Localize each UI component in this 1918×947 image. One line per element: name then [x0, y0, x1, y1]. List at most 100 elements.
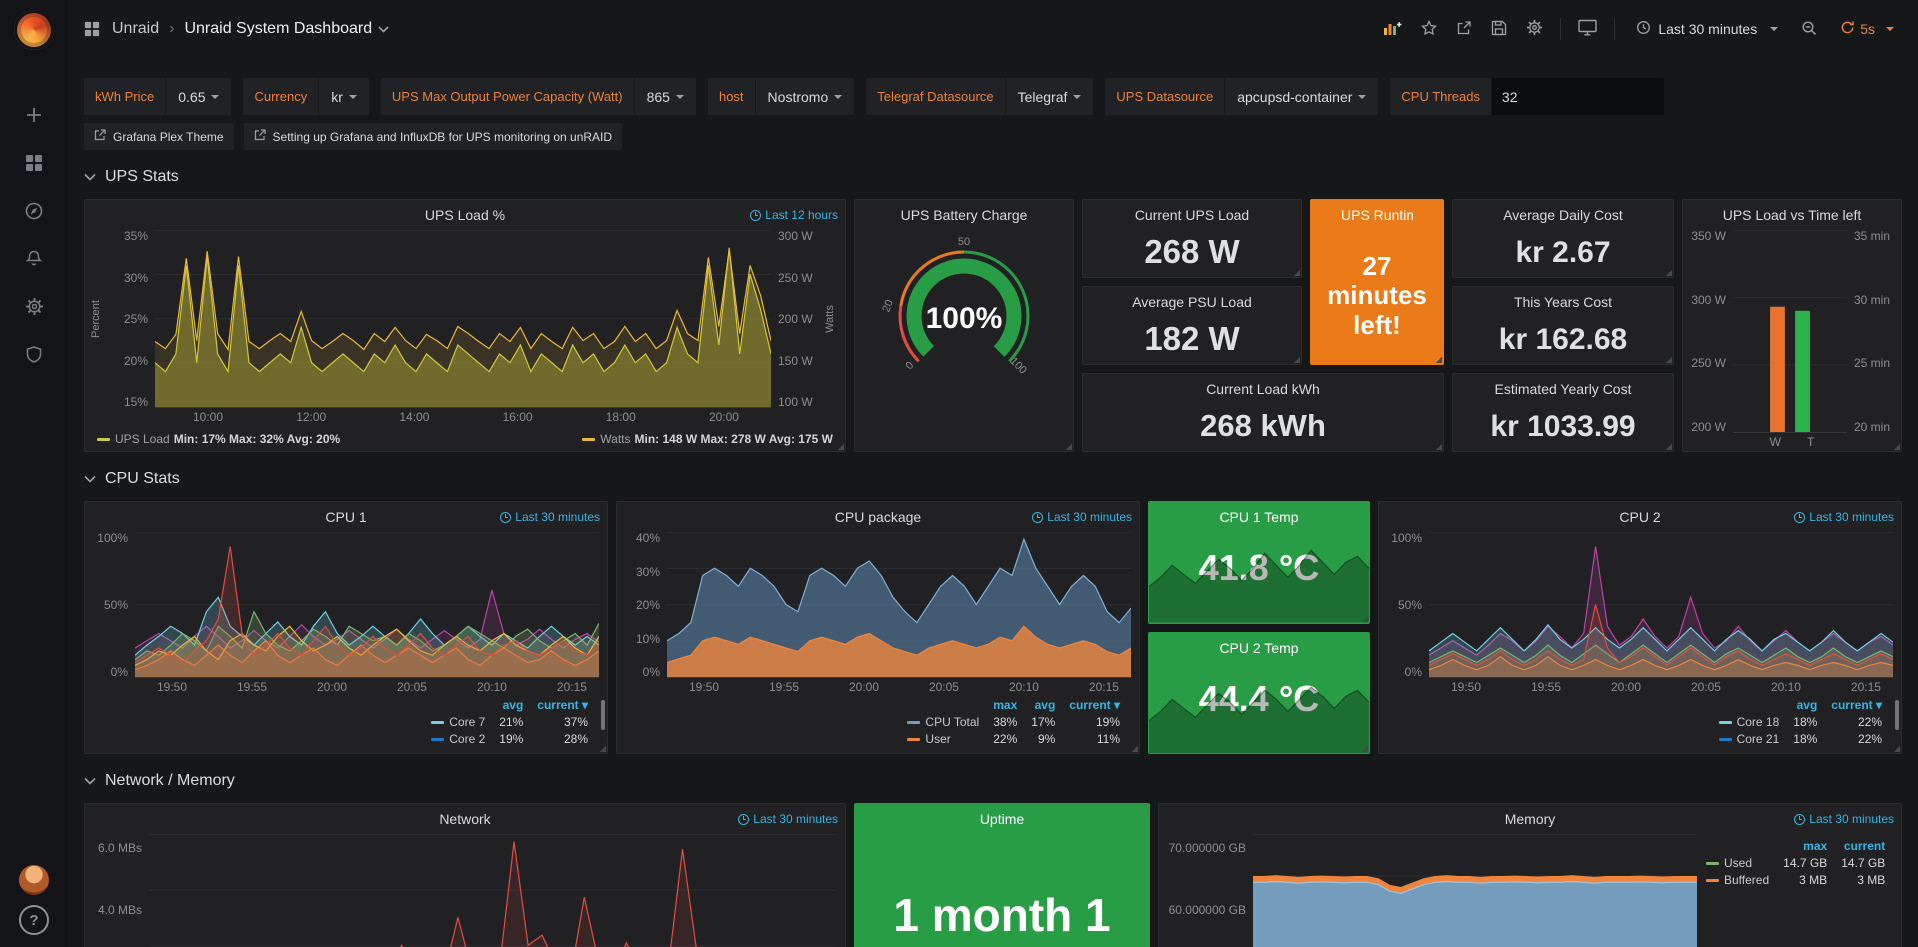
sidebar-item-alerting[interactable] — [0, 236, 68, 284]
panel-title[interactable]: This Years Cost — [1483, 294, 1643, 310]
section-header-network-memory[interactable]: Network / Memory — [84, 772, 1902, 790]
variable-label: kWh Price — [84, 78, 166, 115]
sidebar-item-create[interactable] — [0, 92, 68, 140]
section-title: UPS Stats — [105, 168, 179, 186]
chart-plot[interactable] — [1429, 532, 1893, 678]
clock-icon — [1794, 814, 1805, 825]
star-button[interactable] — [1419, 18, 1439, 41]
save-button[interactable] — [1489, 18, 1509, 41]
user-avatar[interactable] — [19, 865, 49, 895]
cpu2-chart[interactable] — [1429, 532, 1893, 677]
legend-series-name[interactable]: Core 2 — [424, 731, 492, 748]
dashboard-link[interactable]: Setting up Grafana and InfluxDB for UPS … — [244, 123, 623, 150]
stat-value: kr 162.68 — [1453, 315, 1673, 364]
panel-time-range[interactable]: Last 30 minutes — [500, 510, 600, 524]
section-header-ups-stats[interactable]: UPS Stats — [84, 168, 1902, 186]
chart-plot[interactable] — [1253, 834, 1697, 947]
panel-time-range[interactable]: Last 12 hours — [750, 208, 838, 222]
panel-time-range[interactable]: Last 30 minutes — [1794, 510, 1894, 524]
variable-dropdown[interactable]: 865 — [635, 78, 696, 115]
panel-title[interactable]: Current Load kWh — [1113, 381, 1413, 397]
legend-value: 18% — [1786, 731, 1824, 748]
section-header-cpu-stats[interactable]: CPU Stats — [84, 470, 1902, 488]
cpu-package-chart[interactable] — [667, 532, 1131, 677]
legend-column-header[interactable]: current — [1834, 838, 1892, 855]
legend-scrollbar[interactable] — [601, 700, 605, 730]
caret-down-icon — [349, 95, 357, 99]
legend-scrollbar[interactable] — [1895, 700, 1899, 730]
panel-title[interactable]: Current UPS Load — [1113, 207, 1271, 223]
legend-series-name[interactable]: User — [900, 731, 986, 748]
chart-legend: maxcurrentUsed14.7 GB14.7 GBBuffered3 MB… — [1697, 834, 1893, 947]
save-icon — [1491, 20, 1507, 39]
breadcrumb-folder[interactable]: Unraid — [112, 20, 159, 38]
panel-title[interactable]: Memory — [1189, 811, 1871, 827]
sidebar-item-server-admin[interactable] — [0, 332, 68, 380]
variable-input[interactable] — [1492, 78, 1664, 115]
legend-series-name[interactable]: Core 7 — [424, 714, 492, 731]
variable-dropdown[interactable]: Telegraf — [1006, 78, 1094, 115]
panel-title[interactable]: UPS Runtime — [1341, 207, 1413, 223]
dashboard-grid-icon[interactable] — [82, 19, 102, 39]
refresh-picker[interactable]: 5s — [1834, 19, 1900, 39]
legend-column-header[interactable]: max — [1776, 838, 1834, 855]
chart-plot[interactable] — [1733, 230, 1847, 433]
ups-load-chart[interactable] — [155, 230, 771, 407]
monitor-icon — [1578, 19, 1597, 39]
help-icon[interactable]: ? — [19, 905, 49, 935]
panel-title[interactable]: UPS Load vs Time left — [1713, 207, 1871, 223]
panel-title[interactable]: UPS Load % — [115, 207, 815, 223]
sidebar-item-dashboards[interactable] — [0, 140, 68, 188]
panel-time-range[interactable]: Last 30 minutes — [1794, 812, 1894, 826]
dashboard-link[interactable]: Grafana Plex Theme — [84, 123, 234, 150]
legend-column-header[interactable]: current ▾ — [1824, 697, 1889, 714]
legend-column-header[interactable]: current ▾ — [530, 697, 595, 714]
variable-dropdown[interactable]: kr — [319, 78, 369, 115]
legend-series-name[interactable]: Buffered — [1699, 872, 1776, 889]
panel-time-range[interactable]: Last 30 minutes — [1032, 510, 1132, 524]
top-navbar: Unraid › Unraid System Dashboard Last — [68, 0, 1918, 58]
cpu1-chart[interactable] — [135, 532, 599, 677]
legend-column-header[interactable]: avg — [1786, 697, 1824, 714]
axis-tick: 14:00 — [399, 410, 429, 424]
legend-series-name[interactable]: Core 21 — [1712, 731, 1787, 748]
grafana-logo[interactable] — [14, 10, 54, 50]
chart-plot[interactable] — [135, 532, 599, 678]
share-button[interactable] — [1454, 18, 1474, 41]
sidebar-item-configuration[interactable] — [0, 284, 68, 332]
chart-plot[interactable] — [667, 532, 1131, 678]
panel-title[interactable]: Network — [115, 811, 815, 827]
legend-series-name[interactable]: Core 18 — [1712, 714, 1787, 731]
dashboard-title[interactable]: Unraid System Dashboard — [184, 20, 389, 38]
legend-column-header[interactable]: avg — [492, 697, 530, 714]
legend-column-header[interactable]: current ▾ — [1062, 697, 1127, 714]
variable-dropdown[interactable]: apcupsd-container — [1225, 78, 1378, 115]
panel-time-range[interactable]: Last 30 minutes — [738, 812, 838, 826]
zoom-out-button[interactable] — [1799, 18, 1819, 41]
legend-column-header[interactable]: max — [986, 697, 1024, 714]
cycle-view-button[interactable] — [1576, 17, 1599, 41]
chart-plot[interactable] — [155, 230, 771, 408]
axis-tick: 20:00 — [709, 410, 739, 424]
panel-title[interactable]: UPS Battery Charge — [885, 207, 1043, 223]
dashboard-settings-button[interactable] — [1524, 17, 1545, 41]
shield-icon — [24, 345, 44, 368]
variable-dropdown[interactable]: 0.65 — [166, 78, 231, 115]
legend-series-name[interactable]: CPU Total — [900, 714, 986, 731]
panel-title[interactable]: Estimated Yearly Cost — [1483, 381, 1643, 397]
network-chart[interactable] — [149, 834, 837, 947]
ups-vs-time-chart[interactable] — [1733, 230, 1847, 432]
legend-column-header[interactable]: avg — [1024, 697, 1062, 714]
variable-dropdown[interactable]: Nostromo — [756, 78, 855, 115]
chart-plot[interactable] — [149, 834, 837, 947]
time-range-picker[interactable]: Last 30 minutes — [1630, 19, 1784, 39]
memory-chart[interactable] — [1253, 834, 1697, 947]
panel-title[interactable]: Average PSU Load — [1113, 294, 1271, 310]
add-panel-button[interactable] — [1381, 18, 1404, 41]
panel-title[interactable]: Average Daily Cost — [1483, 207, 1643, 223]
legend-item[interactable]: WattsMin: 148 W Max: 278 W Avg: 175 W — [582, 432, 833, 446]
panel-title[interactable]: Uptime — [885, 811, 1119, 827]
legend-item[interactable]: UPS LoadMin: 17% Max: 32% Avg: 20% — [97, 432, 340, 446]
sidebar-item-explore[interactable] — [0, 188, 68, 236]
legend-series-name[interactable]: Used — [1699, 855, 1776, 872]
